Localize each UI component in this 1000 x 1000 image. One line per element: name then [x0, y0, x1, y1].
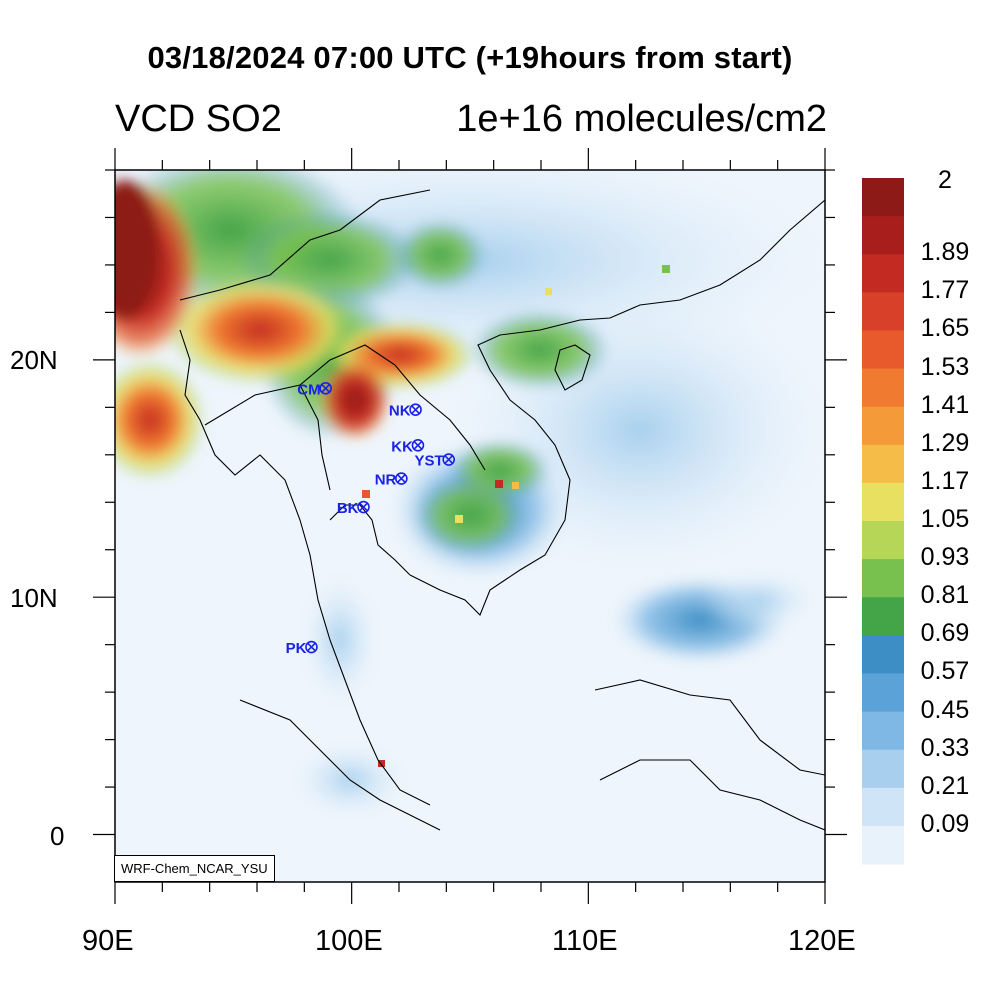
- site-label: PK: [286, 640, 307, 657]
- model-credit: WRF-Chem_NCAR_YSU: [114, 855, 275, 882]
- lon-tick-label: 120E: [788, 925, 856, 957]
- site-label: CM: [297, 381, 320, 398]
- site-cross-icon: [321, 383, 330, 393]
- colorbar-label: 1.29: [920, 428, 970, 457]
- site-marker-icon: [305, 640, 318, 654]
- site-marker-icon: [409, 403, 422, 417]
- colorbar: [862, 178, 904, 865]
- colorbar-label: 0.57: [920, 657, 970, 686]
- coastlines: [179, 189, 825, 831]
- site-nk: NK: [389, 403, 422, 420]
- colorbar-label: 0.93: [920, 543, 970, 572]
- lon-tick-label: 110E: [552, 925, 618, 957]
- lon-tick-label: 90E: [82, 925, 134, 957]
- colorbar-swatch: [862, 787, 904, 827]
- site-label: YST: [415, 453, 444, 470]
- colorbar-swatch: [862, 711, 904, 751]
- site-cross-icon: [411, 405, 420, 415]
- colorbar-swatch: [862, 559, 904, 598]
- site-bk: BK: [337, 500, 370, 517]
- colorbar-label: 1.17: [920, 466, 970, 495]
- site-marker-icon: [357, 500, 370, 514]
- colorbar-label: 0.69: [920, 619, 970, 648]
- colorbar-swatch: [862, 406, 904, 446]
- site-marker-icon: [319, 382, 332, 395]
- colorbar-swatch: [862, 254, 904, 293]
- lon-tick-label: 100E: [315, 925, 383, 957]
- site-yst: YST: [415, 453, 456, 470]
- lat-tick-label: 0: [50, 821, 65, 851]
- site-label: NK: [389, 403, 411, 420]
- figure-title: 03/18/2024 07:00 UTC (+19hours from star…: [147, 40, 793, 75]
- unit-label: 1e+16 molecules/cm2: [456, 98, 827, 140]
- site-cross-icon: [397, 474, 406, 483]
- colorbar-label: 1.77: [920, 276, 970, 305]
- colorbar-swatch: [862, 825, 904, 865]
- site-kk: KK: [391, 438, 425, 455]
- colorbar-label: 1.65: [920, 314, 970, 343]
- site-cross-icon: [444, 455, 454, 464]
- site-label: KK: [391, 438, 413, 455]
- plot-frame: [93, 148, 847, 904]
- colorbar-label: 1.53: [920, 352, 970, 381]
- colorbar-label: 0.21: [920, 771, 970, 800]
- colorbar-swatch: [862, 749, 904, 789]
- site-cross-icon: [413, 440, 423, 450]
- colorbar-label: 0.81: [920, 581, 970, 610]
- colorbar-swatch: [862, 444, 904, 484]
- site-cross-icon: [307, 642, 316, 652]
- colorbar-label: 2: [938, 166, 952, 194]
- site-label: BK: [337, 500, 359, 517]
- site-nr: NR: [375, 472, 408, 489]
- site-label: NR: [375, 472, 397, 489]
- site-pk: PK: [286, 640, 318, 657]
- site-cross-icon: [359, 502, 368, 512]
- variable-label: VCD SO2: [115, 98, 282, 140]
- colorbar-label: 1.05: [920, 505, 970, 533]
- colorbar-label: 1.41: [920, 390, 970, 419]
- colorbar-label: 0.09: [920, 809, 970, 838]
- colorbar-swatch: [862, 597, 904, 636]
- colorbar-swatch: [862, 368, 904, 408]
- site-marker-icon: [442, 453, 456, 466]
- colorbar-swatch: [862, 330, 904, 370]
- site-marker-icon: [411, 439, 425, 452]
- colorbar-swatch: [862, 521, 904, 560]
- colorbar-swatch: [862, 216, 904, 255]
- colorbar-swatch: [862, 635, 904, 674]
- colorbar-label: 0.33: [920, 733, 970, 762]
- lat-tick-label: 20N: [10, 345, 58, 375]
- colorbar-swatch: [862, 482, 904, 522]
- colorbar-swatch: [862, 292, 904, 331]
- colorbar-swatch: [862, 178, 904, 217]
- site-cm: CM: [297, 381, 332, 398]
- site-marker-icon: [395, 472, 408, 485]
- lat-tick-label: 10N: [10, 583, 58, 613]
- colorbar-label: 0.45: [920, 695, 970, 724]
- so2-field: [115, 170, 825, 882]
- colorbar-label: 1.89: [920, 238, 970, 267]
- colorbar-swatch: [862, 673, 904, 713]
